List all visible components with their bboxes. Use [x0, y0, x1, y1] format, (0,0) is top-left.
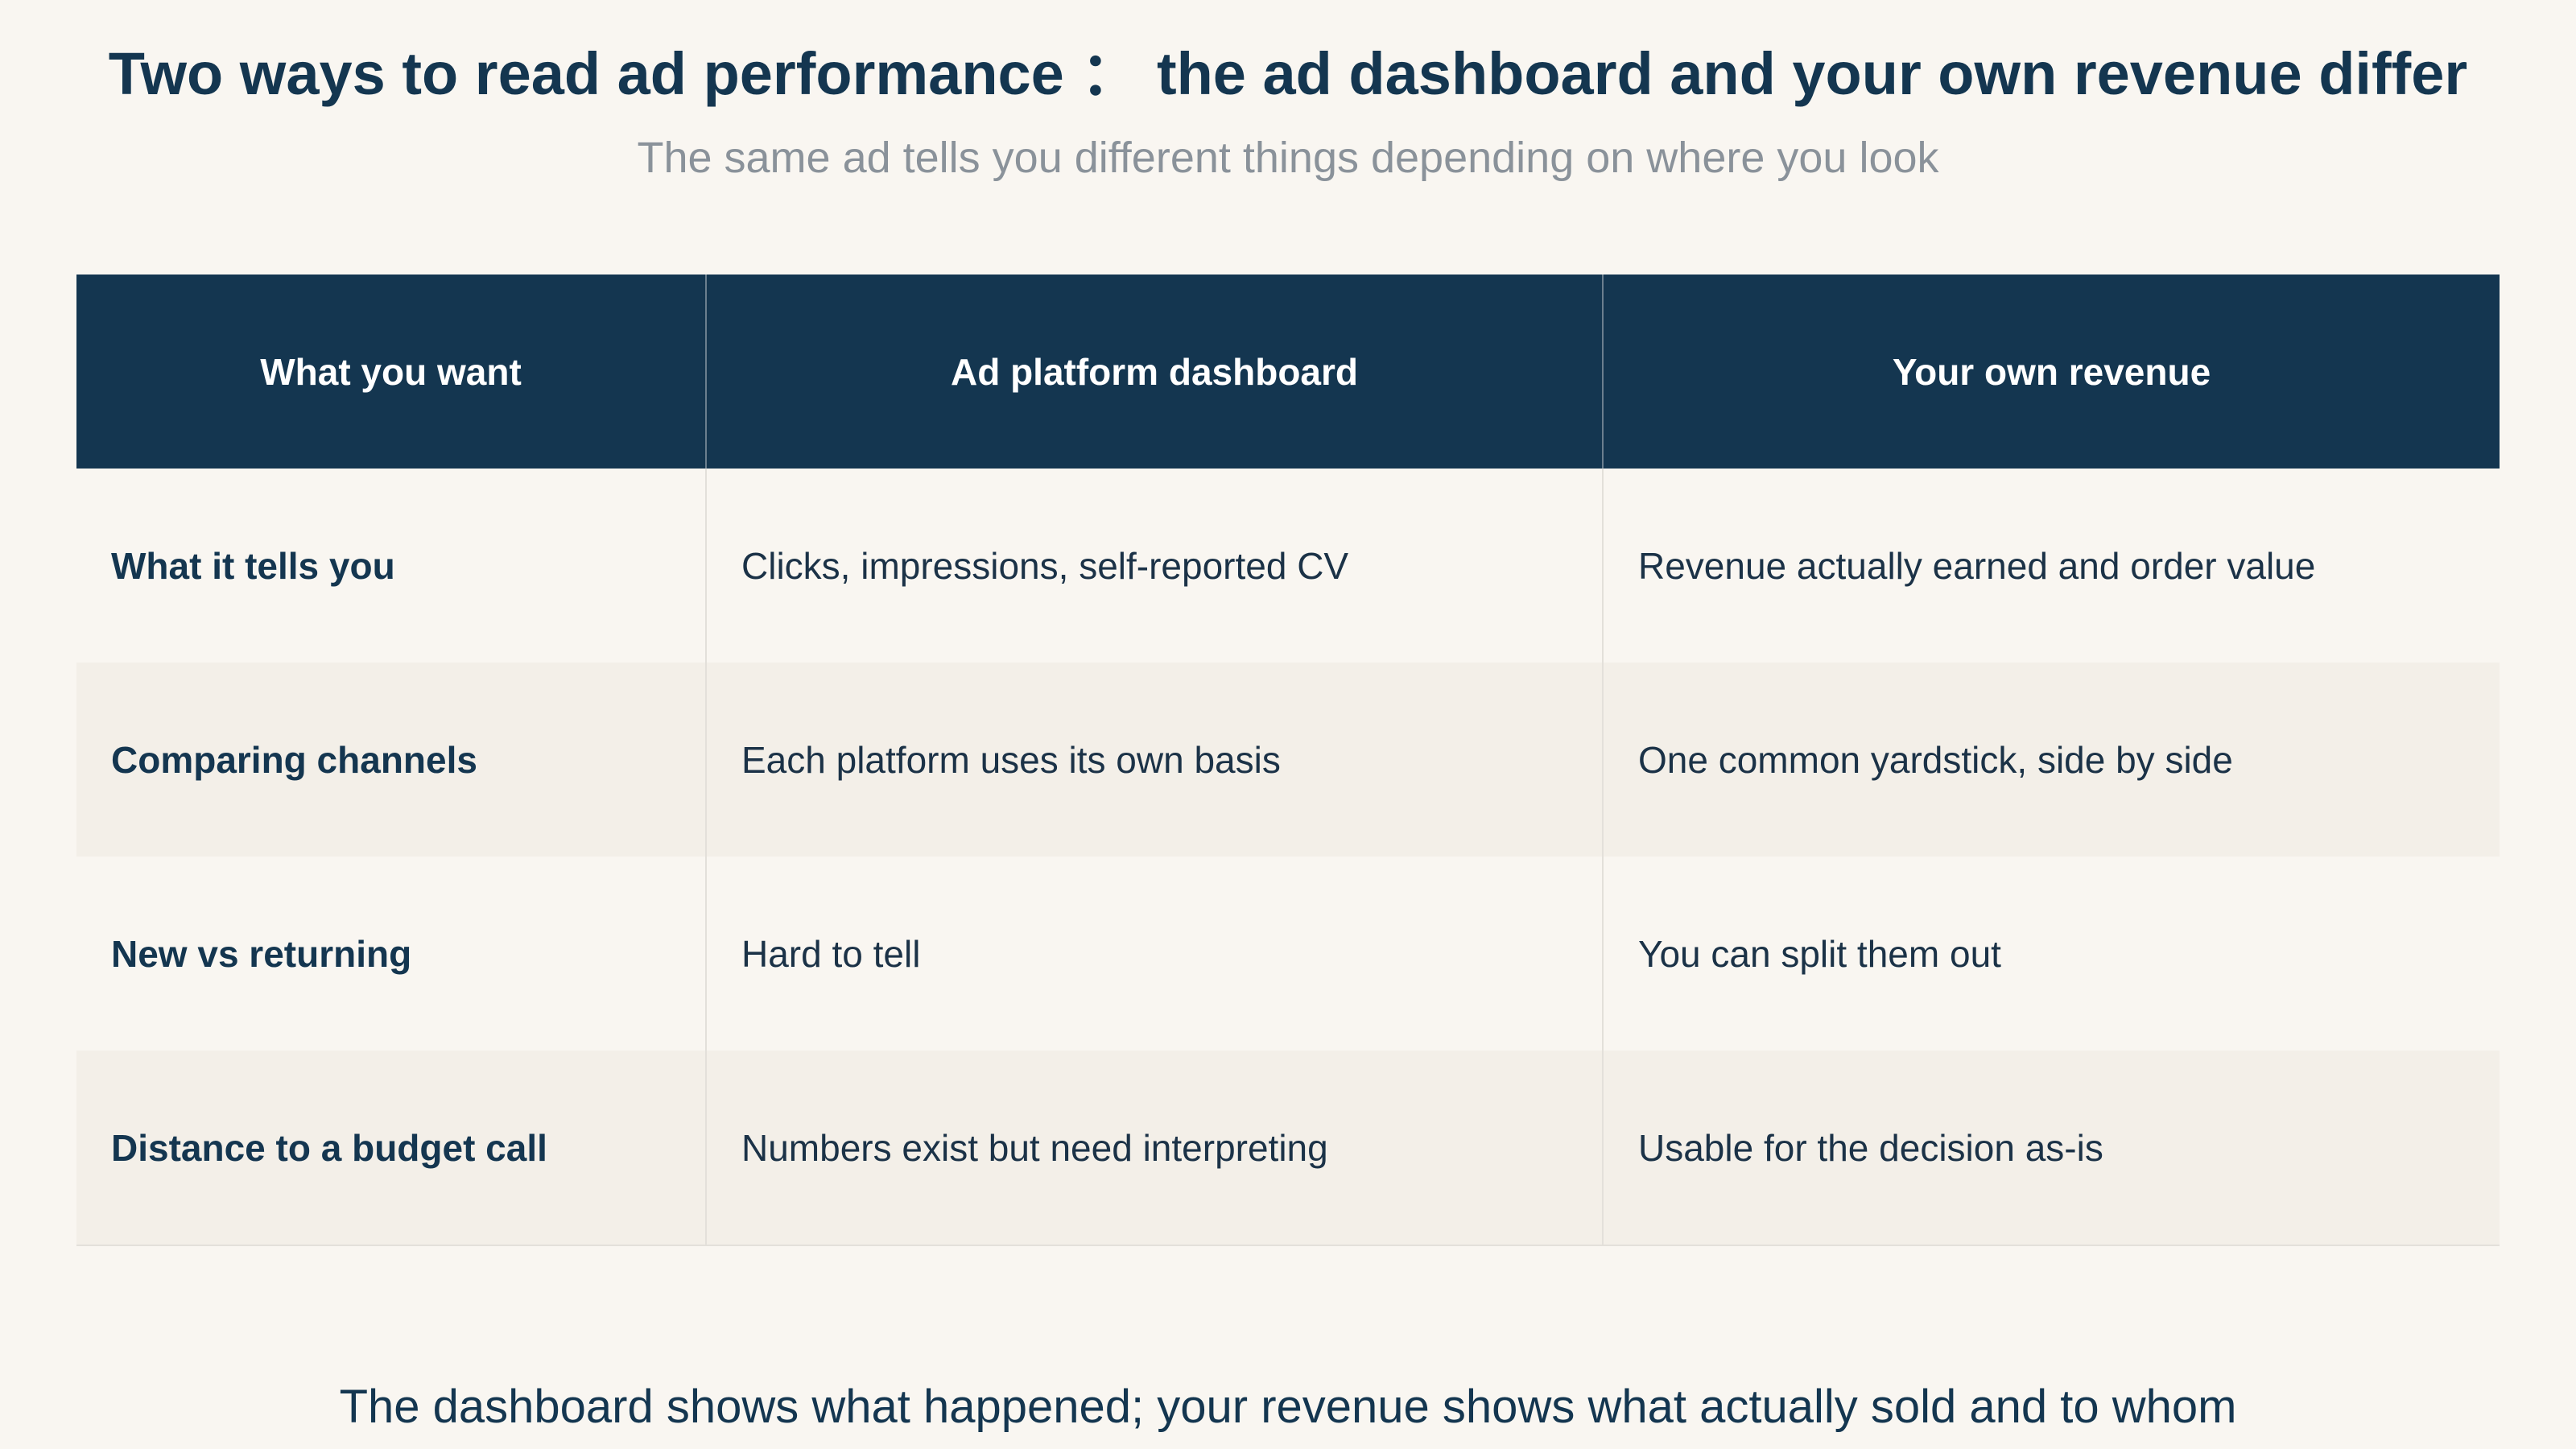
dashboard-cell: Clicks, impressions, self-reported CV [707, 469, 1604, 663]
revenue-cell: You can split them out [1638, 932, 2001, 975]
table-row: New vs returning Hard to tell You can sp… [76, 857, 2500, 1051]
page-subtitle: The same ad tells you different things d… [637, 134, 1939, 182]
revenue-cell: Revenue actually earned and order value [1638, 544, 2316, 587]
dashboard-cell: Hard to tell [707, 857, 1604, 1051]
dashboard-cell: Each platform uses its own basis [707, 663, 1604, 857]
column-header-ad-platform-dashboard: Ad platform dashboard [707, 275, 1604, 469]
footer-summary: The dashboard shows what happened; your … [339, 1381, 2237, 1433]
table-row: Distance to a budget call Numbers exist … [76, 1051, 2500, 1246]
column-header-what-you-want: What you want [76, 275, 707, 469]
table-row: What it tells you Clicks, impressions, s… [76, 469, 2500, 663]
row-label: New vs returning [76, 857, 707, 1051]
revenue-cell: One common yardstick, side by side [1638, 738, 2233, 781]
dashboard-cell: Numbers exist but need interpreting [707, 1051, 1604, 1245]
row-label: What it tells you [76, 469, 707, 663]
row-label: Distance to a budget call [76, 1051, 707, 1245]
comparison-table: What you want Ad platform dashboard Your… [76, 275, 2500, 1246]
row-label: Comparing channels [76, 663, 707, 857]
revenue-cell: Usable for the decision as-is [1638, 1126, 2103, 1169]
table-header-row: What you want Ad platform dashboard Your… [76, 275, 2500, 469]
page-title: Two ways to read ad performance ： the ad… [108, 40, 2468, 107]
table-row: Comparing channels Each platform uses it… [76, 663, 2500, 857]
column-header-your-own-revenue: Your own revenue [1892, 350, 2211, 393]
